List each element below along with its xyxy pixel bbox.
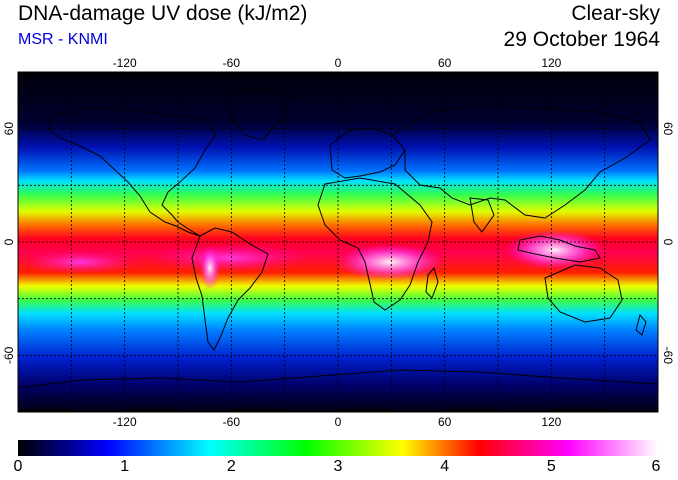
lon-tick-top-1: -60 xyxy=(223,56,241,70)
lon-tick-top-3: 60 xyxy=(438,56,452,70)
colorbar-label-3: 3 xyxy=(333,458,343,475)
lon-tick-bottom-3: 60 xyxy=(438,415,452,429)
colorbar-label-1: 1 xyxy=(120,458,130,475)
map-title: DNA-damage UV dose (kJ/m2) xyxy=(18,2,308,25)
coastlines xyxy=(18,87,658,389)
lat-tick-left-0: 60 xyxy=(2,122,16,136)
lon-tick-top-2: 0 xyxy=(335,56,342,70)
colorbar-label-2: 2 xyxy=(226,458,236,475)
lon-tick-bottom-4: 120 xyxy=(541,415,561,429)
colorbar-label-0: 0 xyxy=(13,458,23,475)
lon-tick-bottom-0: -120 xyxy=(113,415,137,429)
sky-condition-label: Clear-sky xyxy=(571,2,660,25)
colorbar-label-5: 5 xyxy=(546,458,556,475)
date-label: 29 October 1964 xyxy=(503,28,660,51)
lat-tick-left-2: -60 xyxy=(2,346,16,364)
lat-tick-left-1: 0 xyxy=(2,238,16,245)
colorbar-label-4: 4 xyxy=(440,458,450,475)
lat-tick-right-0: 60 xyxy=(661,122,675,136)
lon-tick-top-4: 120 xyxy=(541,56,561,70)
hotspot-indonesia xyxy=(505,230,605,270)
frame-bars xyxy=(18,72,605,412)
colorbar-label-6: 6 xyxy=(651,458,661,475)
lat-tick-right-1: 0 xyxy=(661,239,675,246)
source-label: MSR - KNMI xyxy=(18,31,108,48)
hotspot-andes xyxy=(200,246,220,290)
hotspot-africa xyxy=(335,244,445,280)
lon-tick-top-0: -120 xyxy=(113,56,137,70)
gridlines xyxy=(18,72,658,412)
lon-tick-bottom-2: 0 xyxy=(335,415,342,429)
hotspot-pacific xyxy=(20,250,140,274)
hotspot-south-america xyxy=(150,244,310,272)
lon-tick-bottom-1: -60 xyxy=(223,415,241,429)
colorbar xyxy=(18,440,658,456)
lat-tick-right-2: -60 xyxy=(661,347,675,365)
